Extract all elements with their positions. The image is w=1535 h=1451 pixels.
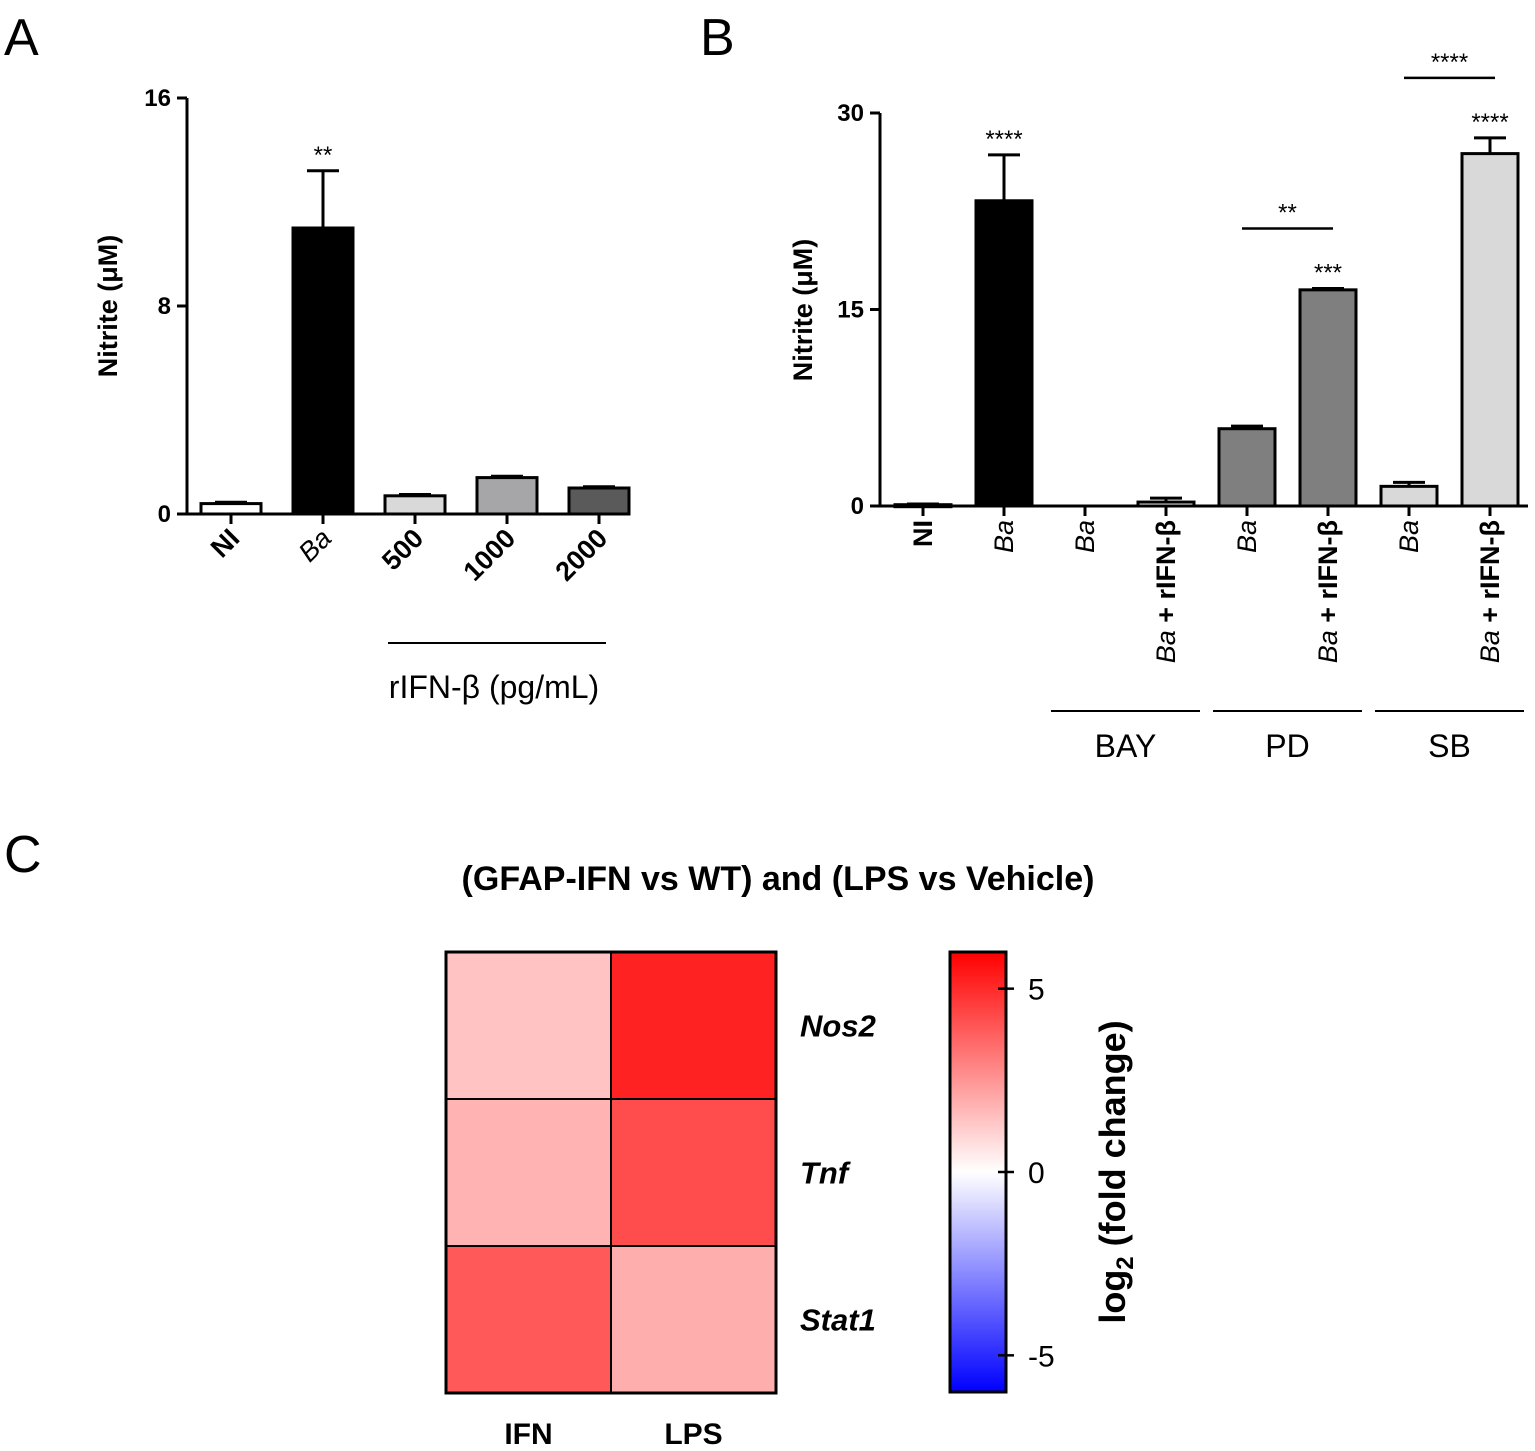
chart-b-significance: **** (1471, 109, 1508, 136)
chart-b-category-label: Ba + rIFN-β (1475, 520, 1505, 663)
heatmap-cells (444, 950, 778, 1395)
chart-a-significance: ** (314, 142, 333, 169)
chart-b-significance: *** (1314, 260, 1342, 287)
heatmap-row-label: Stat1 (800, 1303, 876, 1338)
chart-a-category-label: NI (205, 523, 245, 563)
chart-a-bar (475, 476, 539, 516)
chart-a-bar (199, 502, 263, 516)
chart-b-category-label: Ba (1232, 520, 1262, 553)
chart-b-bar (1217, 427, 1277, 508)
chart-a-bar (383, 494, 447, 516)
heatmap-row-labels: Nos2 Tnf Stat1 (800, 1009, 876, 1338)
chart-a-bar (567, 486, 631, 516)
colorbar-ticks: 5 0 -5 (998, 974, 1055, 1373)
chart-c: (GFAP-IFN vs WT) and (LPS vs Vehicle) No… (444, 860, 1139, 1451)
chart-a: Nitrite (μM) 0 8 16 ** NI Ba 500 1000 2000 rIF… (93, 85, 631, 705)
colorbar (948, 950, 1008, 1394)
chart-b-bars: ***************** (893, 49, 1520, 509)
chart-c-title: (GFAP-IFN vs WT) and (LPS vs Vehicle) (462, 860, 1095, 898)
heatmap-border (444, 950, 778, 1395)
chart-a-bar (291, 226, 355, 516)
chart-a-category-label: 1000 (458, 523, 522, 587)
panel-label-a: A (4, 9, 39, 67)
colorbar-tick-label: 0 (1028, 1157, 1045, 1190)
chart-a-group-label: rIFN-β (pg/mL) (389, 669, 599, 705)
chart-b-bracket-label: **** (1431, 49, 1468, 76)
chart-b-y-tick-label: 0 (851, 493, 864, 520)
heatmap-column-labels: IFN LPS (504, 1418, 722, 1451)
chart-b-category-label: Ba + rIFN-β (1313, 520, 1343, 663)
chart-b-bar (1136, 500, 1196, 508)
colorbar-tick-label: -5 (1028, 1340, 1055, 1373)
chart-b-group-label: SB (1428, 728, 1471, 764)
chart-b-category-labels: NI Ba Ba Ba + rIFN-β Ba Ba + rIFN-β Ba Ba + rIF… (908, 520, 1505, 663)
heatmap-column-label: IFN (504, 1418, 552, 1451)
heatmap-cell (610, 951, 777, 1100)
chart-b-bar (1379, 484, 1439, 508)
chart-b-ticks: 0 15 30 (837, 100, 1492, 520)
chart-a-category-labels: NI Ba 500 1000 2000 (205, 523, 613, 587)
heatmap-cell (445, 1245, 612, 1394)
chart-b-category-label: Ba (989, 520, 1019, 553)
heatmap-cell (610, 1245, 777, 1394)
chart-a-category-label: 500 (376, 523, 429, 576)
heatmap-cell (610, 1098, 777, 1247)
heatmap-cell (445, 951, 612, 1100)
chart-a-y-tick-label: 16 (144, 85, 171, 112)
chart-a-category-label: 2000 (550, 523, 614, 587)
chart-a-category-label: Ba (293, 523, 338, 568)
chart-b-group-label: PD (1265, 728, 1309, 764)
chart-b-category-label: NI (908, 520, 938, 547)
colorbar-tick-label: 5 (1028, 974, 1045, 1007)
chart-b-category-label: Ba (1394, 520, 1424, 553)
colorbar-label: log2 (fold change) (1092, 1020, 1139, 1323)
chart-b-category-label: Ba (1070, 520, 1100, 553)
chart-b-bar (1460, 152, 1520, 508)
chart-a-y-axis-label: Nitrite (μM) (93, 235, 123, 378)
chart-b-y-tick-label: 15 (837, 297, 864, 324)
heatmap-row-label: Tnf (800, 1156, 851, 1191)
chart-a-y-tick-label: 0 (158, 501, 171, 528)
heatmap-column-label: LPS (664, 1418, 722, 1451)
panel-label-c: C (4, 826, 42, 884)
chart-b-bracket-label: ** (1278, 200, 1297, 227)
panel-label-b: B (700, 9, 735, 67)
chart-a-ticks: 0 8 16 (144, 85, 601, 528)
chart-b-groups: BAY PD SB (1051, 710, 1524, 764)
chart-b-y-axis-label: Nitrite (μM) (788, 239, 818, 382)
chart-b-category-label: Ba + rIFN-β (1151, 520, 1181, 663)
chart-b-significance: **** (985, 126, 1022, 153)
chart-a-bars: ** (199, 142, 631, 516)
chart-b-bar (1298, 288, 1358, 508)
chart-a-y-tick-label: 8 (158, 293, 171, 320)
chart-b-y-tick-label: 30 (837, 100, 864, 127)
chart-b-bar (974, 199, 1034, 508)
heatmap-row-label: Nos2 (800, 1009, 876, 1044)
chart-b-group-label: BAY (1095, 728, 1157, 764)
heatmap-cell (445, 1098, 612, 1247)
